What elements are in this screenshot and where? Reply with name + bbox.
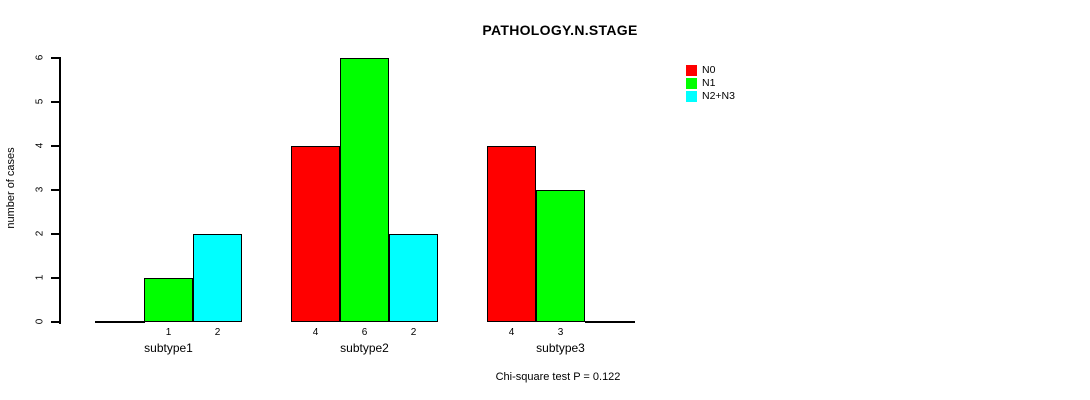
y-tick-label: 5 — [34, 98, 46, 105]
y-tick — [51, 277, 59, 279]
chart-title: PATHOLOGY.N.STAGE — [482, 22, 638, 38]
y-tick-label: 2 — [34, 230, 46, 237]
bar — [144, 278, 193, 322]
bar-value-label: 1 — [165, 327, 172, 338]
y-tick — [51, 233, 59, 235]
legend-swatch — [686, 91, 697, 102]
y-tick — [51, 189, 59, 191]
category-label: subtype2 — [340, 341, 389, 355]
bar — [340, 58, 389, 322]
bar — [536, 190, 585, 322]
y-tick-label: 6 — [34, 54, 46, 61]
y-tick-label: 3 — [34, 186, 46, 193]
bar — [487, 146, 536, 322]
y-tick-label: 0 — [34, 318, 46, 325]
zero-bar-line — [585, 321, 635, 323]
y-tick-label: 1 — [34, 274, 46, 281]
legend-label: N1 — [702, 77, 716, 89]
legend-row: N1 — [686, 78, 735, 89]
bar-value-label: 3 — [557, 327, 564, 338]
legend: N0 N1 N2+N3 — [686, 65, 735, 104]
legend-row: N2+N3 — [686, 91, 735, 102]
legend-label: N0 — [702, 64, 716, 76]
legend-swatch — [686, 78, 697, 89]
bar-value-label: 2 — [410, 327, 417, 338]
legend-row: N0 — [686, 65, 735, 76]
bar-value-label: 4 — [508, 327, 515, 338]
bar — [193, 234, 242, 322]
bar — [291, 146, 340, 322]
y-tick — [51, 101, 59, 103]
bar-value-label: 4 — [312, 327, 319, 338]
y-tick — [51, 145, 59, 147]
y-tick — [51, 321, 59, 323]
y-axis-title: number of cases — [5, 147, 17, 229]
legend-label: N2+N3 — [702, 90, 735, 102]
category-label: subtype3 — [536, 341, 585, 355]
y-tick-label: 4 — [34, 142, 46, 149]
zero-bar-line — [95, 321, 145, 323]
bar-value-label: 6 — [361, 327, 368, 338]
y-tick — [51, 57, 59, 59]
stat-text: Chi-square test P = 0.122 — [495, 371, 621, 383]
legend-swatch — [686, 65, 697, 76]
bar-value-label: 2 — [214, 327, 221, 338]
category-label: subtype1 — [144, 341, 193, 355]
y-axis-line — [59, 57, 61, 324]
bar — [389, 234, 438, 322]
